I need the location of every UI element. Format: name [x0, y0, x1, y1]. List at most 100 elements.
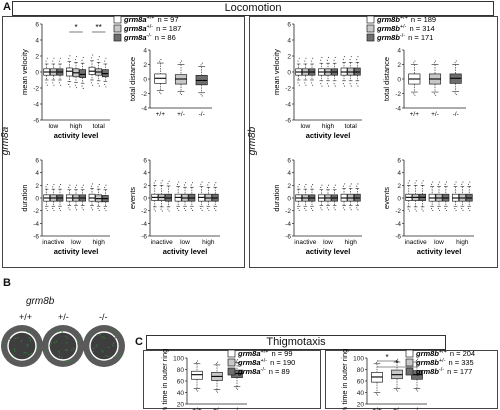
box-xxx-2: [347, 56, 355, 87]
outlier-point: [350, 183, 352, 185]
y-tick-label: 100: [173, 356, 184, 363]
outlier-point: [422, 210, 424, 212]
legend-swatch: [405, 349, 414, 358]
box-xxx-0: [43, 57, 51, 86]
box-xxx-0: [371, 360, 383, 396]
embryo-speck: [66, 349, 69, 351]
x-tick-label: low: [71, 239, 81, 246]
chart-a_evt: -6 -4 -2 0 2 4 6 events inactive low highactivity …: [128, 158, 220, 256]
embryo-speck: [119, 354, 122, 357]
box-xxx-1: [331, 56, 339, 87]
embryo-speck: [113, 330, 115, 332]
embryo-speck: [28, 337, 31, 339]
outlier-point: [454, 183, 456, 185]
outlier-point: [82, 184, 84, 186]
y-tick-label: -4: [395, 106, 401, 113]
x-tick-label: -/-: [453, 111, 459, 118]
outlier-point: [333, 83, 335, 85]
dish-2: [83, 325, 125, 367]
box-xxx-0: [405, 180, 413, 212]
y-axis-label: duration: [20, 184, 29, 211]
outlier-point: [46, 57, 48, 59]
x-axis-label: activity level: [54, 131, 99, 140]
x-tick-label: +/-: [393, 407, 401, 410]
outlier-point: [455, 181, 457, 183]
outlier-point: [215, 390, 217, 392]
outlier-point: [76, 56, 78, 58]
box-xxx-0: [49, 184, 57, 211]
outlier-point: [185, 182, 187, 184]
y-tick-label: -6: [395, 234, 401, 241]
y-tick-label: -4: [395, 221, 401, 228]
box-xxx-0: [158, 180, 166, 212]
outlier-point: [304, 82, 306, 84]
y-axis-label: mean velocity: [272, 49, 281, 95]
box-xxx-2: [204, 182, 212, 211]
legend-swatch: [113, 15, 122, 24]
x-tick-label: low: [434, 239, 444, 246]
embryo-speck: [26, 345, 28, 347]
outlier-point: [342, 58, 344, 61]
y-tick-label: 0: [143, 77, 147, 84]
outlier-point: [60, 209, 62, 211]
chart-a_vel: -6 -4 -2 0 2 4 6 mean velocity low high totalactiv…: [20, 22, 110, 140]
outlier-point: [46, 84, 48, 86]
box-xxx-0: [301, 57, 309, 86]
outlier-point: [328, 209, 330, 211]
embryo-speck: [46, 354, 49, 356]
y-tick-label: -2: [285, 86, 291, 93]
box-xxx-0: [449, 60, 462, 96]
y-axis-label: events: [382, 187, 391, 209]
outlier-point: [68, 58, 70, 60]
box-xxx-0: [195, 62, 208, 97]
outlier-point: [214, 207, 216, 210]
outlier-point: [90, 57, 92, 59]
outlier-point: [334, 56, 336, 58]
y-tick-label: -2: [141, 208, 147, 215]
y-tick-label: 2: [397, 62, 401, 69]
outlier-point: [469, 181, 471, 183]
outlier-point: [200, 64, 202, 66]
box-xxx-2: [101, 184, 109, 211]
outlier-point: [305, 184, 307, 186]
y-tick-label: 6: [143, 158, 147, 165]
outlier-point: [185, 209, 187, 211]
embryo-speck: [66, 337, 69, 339]
y-tick-label: 4: [287, 170, 291, 177]
y-axis-label: % time in outer ring: [340, 349, 349, 410]
y-tick-label: 0: [35, 196, 39, 203]
chart-b_dur: -6 -4 -2 0 2 4 6 duration inactive low highactivit…: [272, 158, 362, 256]
outlier-point: [417, 390, 419, 392]
embryo-speck: [46, 350, 48, 352]
x-tick-label: high: [322, 123, 335, 130]
y-tick-label: -4: [33, 102, 39, 109]
chart-a_dist: -4 -2 0 2 4 total distance +/+ +/- -/-: [128, 48, 212, 118]
outlier-point: [320, 186, 322, 189]
embryo-speck: [90, 334, 92, 336]
embryo-speck: [107, 355, 109, 357]
y-tick-label: 4: [35, 38, 39, 45]
x-tick-label: low: [48, 123, 58, 130]
outlier-point: [349, 58, 351, 61]
y-axis-label: total distance: [128, 57, 137, 101]
y-tick-label: 0: [287, 70, 291, 77]
y-tick-label: -6: [141, 234, 147, 241]
outlier-point: [305, 209, 307, 211]
embryo-speck: [66, 342, 68, 344]
panel-letter-a: A: [3, 1, 11, 13]
embryo-speck: [77, 343, 79, 345]
outlier-point: [356, 185, 358, 187]
outlier-point: [444, 183, 446, 185]
box-xxx-2: [340, 56, 348, 87]
outlier-point: [310, 207, 312, 210]
box-xxx-2: [353, 183, 361, 211]
outlier-point: [214, 184, 216, 186]
y-tick-label: 4: [35, 170, 39, 177]
y-axis-label: events: [128, 187, 137, 209]
outlier-point: [190, 207, 192, 210]
outlier-point: [334, 184, 336, 186]
outlier-point: [90, 207, 92, 209]
embryo-speck: [113, 333, 115, 336]
significance-marker: *: [385, 353, 388, 362]
outlier-point: [76, 87, 78, 89]
